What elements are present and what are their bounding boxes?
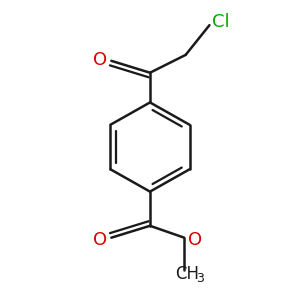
Text: O: O	[188, 231, 203, 249]
Text: O: O	[93, 51, 107, 69]
Text: O: O	[93, 231, 107, 249]
Text: CH: CH	[175, 265, 199, 283]
Text: Cl: Cl	[212, 13, 230, 31]
Text: 3: 3	[196, 272, 204, 285]
